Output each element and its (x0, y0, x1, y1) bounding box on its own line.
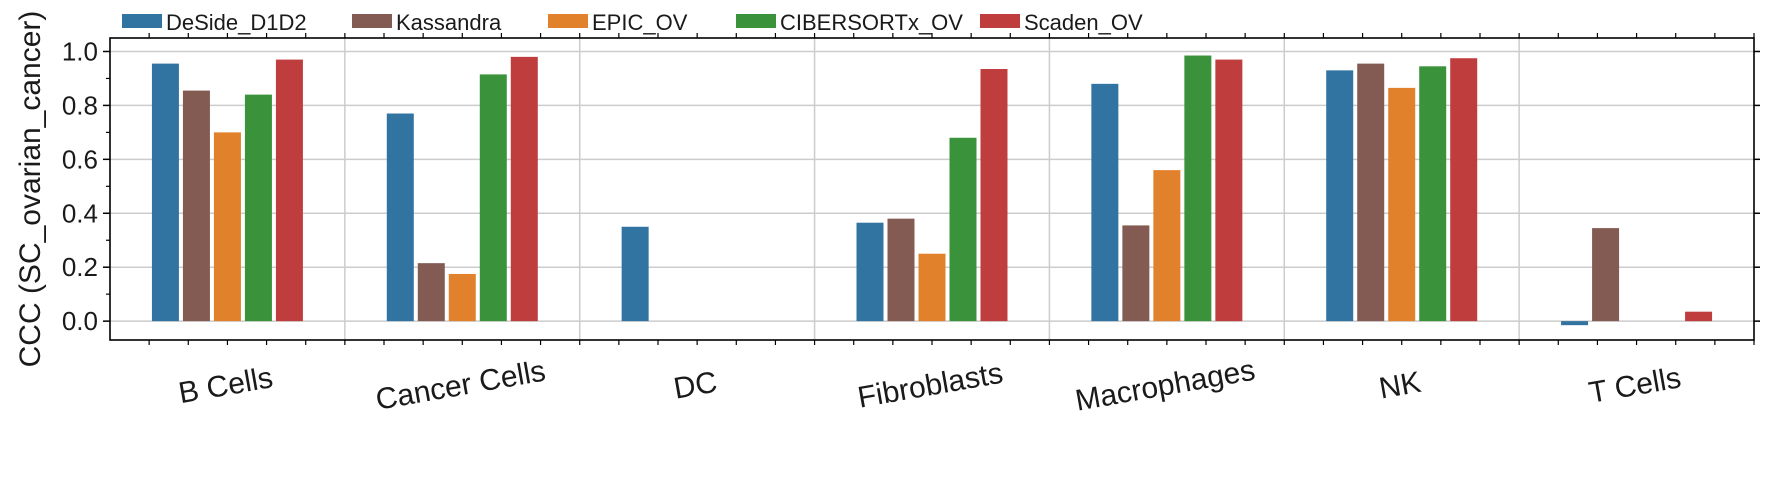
x-tick-label: Macrophages (1073, 354, 1258, 418)
bar-nk-deside_d1d2 (1326, 70, 1354, 322)
grid (110, 38, 1754, 340)
bar-cancer-cells-deside_d1d2 (386, 113, 414, 322)
bar-macrophages-epic_ov (1153, 170, 1181, 322)
bar-fibroblasts-scaden_ov (980, 69, 1008, 322)
bar-dc-deside_d1d2 (621, 226, 649, 322)
x-tick-label: Cancer Cells (373, 354, 548, 416)
y-tick-label: 0.2 (62, 252, 98, 282)
y-tick-label: 0.6 (62, 144, 98, 174)
bar-macrophages-scaden_ov (1215, 59, 1243, 322)
bar-macrophages-deside_d1d2 (1091, 83, 1119, 322)
bar-cancer-cells-scaden_ov (510, 56, 538, 322)
bar-nk-cibersortx_ov (1419, 66, 1447, 322)
bar-t-cells-deside_d1d2 (1561, 321, 1589, 326)
y-tick-label: 1.0 (62, 36, 98, 66)
bar-cancer-cells-kassandra (417, 263, 445, 322)
bar-fibroblasts-cibersortx_ov (949, 137, 977, 322)
legend: DeSide_D1D2 Kassandra EPIC_OV CIBERSORTx_OV… (122, 10, 1143, 35)
bar-fibroblasts-epic_ov (918, 253, 946, 322)
legend-label: Kassandra (396, 10, 502, 35)
bar-b-cells-deside_d1d2 (151, 63, 179, 322)
bar-b-cells-cibersortx_ov (244, 94, 272, 322)
bars (151, 55, 1713, 326)
bar-b-cells-kassandra (182, 90, 210, 322)
bar-b-cells-scaden_ov (275, 59, 303, 322)
legend-swatch-scaden_ov (980, 14, 1020, 28)
legend-swatch-deside_d1d2 (122, 14, 162, 28)
y-axis-label: CCC (SC_ovarian_cancer) (14, 11, 47, 368)
bar-macrophages-kassandra (1122, 225, 1150, 322)
y-tick-label: 0.8 (62, 90, 98, 120)
y-tick-label: 0.4 (62, 198, 98, 228)
x-tick-label: B Cells (176, 361, 275, 410)
y-axis: 0.0 0.2 0.4 0.6 0.8 1.0 (62, 36, 1760, 336)
bar-b-cells-epic_ov (213, 132, 241, 322)
legend-label: Scaden_OV (1024, 10, 1143, 35)
bar-macrophages-cibersortx_ov (1184, 55, 1212, 322)
y-tick-label: 0.0 (62, 306, 98, 336)
bar-nk-epic_ov (1388, 87, 1416, 322)
x-tick-label: T Cells (1586, 361, 1683, 410)
bar-t-cells-scaden_ov (1685, 311, 1713, 322)
legend-swatch-cibersortx_ov (736, 14, 776, 28)
x-tick-label: Fibroblasts (855, 357, 1005, 415)
legend-label: DeSide_D1D2 (166, 10, 307, 35)
bar-fibroblasts-deside_d1d2 (856, 222, 884, 322)
legend-label: EPIC_OV (592, 10, 688, 35)
legend-swatch-kassandra (352, 14, 392, 28)
bar-nk-scaden_ov (1450, 58, 1478, 322)
bar-fibroblasts-kassandra (887, 218, 915, 322)
legend-swatch-epic_ov (548, 14, 588, 28)
x-tick-label: NK (1377, 366, 1424, 406)
legend-label: CIBERSORTx_OV (780, 10, 963, 35)
bar-cancer-cells-epic_ov (448, 273, 476, 322)
bar-t-cells-kassandra (1592, 228, 1620, 322)
bar-cancer-cells-cibersortx_ov (479, 74, 507, 322)
x-tick-label: DC (671, 366, 719, 406)
bar-nk-kassandra (1357, 63, 1385, 322)
